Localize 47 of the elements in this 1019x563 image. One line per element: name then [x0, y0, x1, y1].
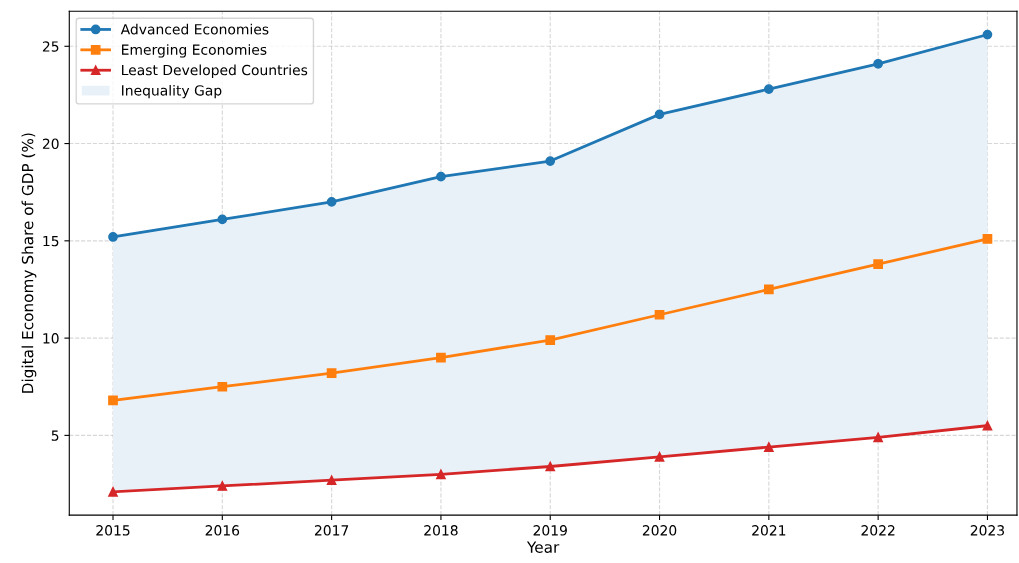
- point: [326, 368, 337, 378]
- x-tick-label: 2018: [424, 525, 458, 536]
- point: [654, 109, 665, 120]
- point: [982, 29, 993, 40]
- legend-label: Advanced Economies: [120, 23, 269, 35]
- point: [436, 469, 446, 480]
- point: [763, 284, 774, 295]
- x-axis-title: Year: [526, 541, 560, 553]
- x-tick-label: 2020: [642, 525, 677, 536]
- point: [545, 335, 556, 345]
- x-tick-label: 2023: [970, 525, 1005, 536]
- x-tick-label: 2019: [533, 525, 567, 536]
- point: [763, 84, 774, 94]
- point: [654, 309, 665, 320]
- point: [873, 259, 884, 270]
- point: [982, 420, 993, 431]
- x-tick-label: 2022: [861, 525, 895, 536]
- point: [982, 234, 993, 244]
- legend-label: Least Developed Countries: [122, 64, 308, 78]
- legend-label: Emerging Economies: [122, 44, 267, 58]
- x-tick-label: 2015: [96, 525, 130, 536]
- x-tick-label: 2021: [752, 525, 786, 536]
- legend-label: Inequality Gap: [122, 84, 222, 99]
- x-tick-label: 2016: [205, 525, 240, 536]
- point: [545, 461, 556, 472]
- point: [436, 352, 446, 363]
- y-tick-label: 25: [42, 41, 59, 52]
- point: [108, 486, 118, 497]
- point: [545, 156, 556, 166]
- x-tick-label: 2017: [314, 525, 349, 536]
- y-axis-title: Digital Economy Share of GDP (%): [21, 133, 37, 393]
- y-tick-label: 15: [43, 235, 59, 247]
- point: [873, 58, 884, 69]
- point: [326, 197, 337, 207]
- y-tick-label: 10: [43, 333, 59, 344]
- y-tick-label: 5: [51, 430, 59, 441]
- point: [654, 451, 665, 462]
- point: [108, 232, 118, 242]
- y-tick-label: 20: [42, 138, 59, 150]
- point: [217, 481, 228, 491]
- point: [217, 381, 228, 392]
- point: [436, 171, 446, 182]
- point: [217, 214, 228, 225]
- point: [873, 432, 884, 443]
- point: [108, 395, 118, 406]
- point: [326, 475, 337, 485]
- point: [763, 442, 774, 452]
